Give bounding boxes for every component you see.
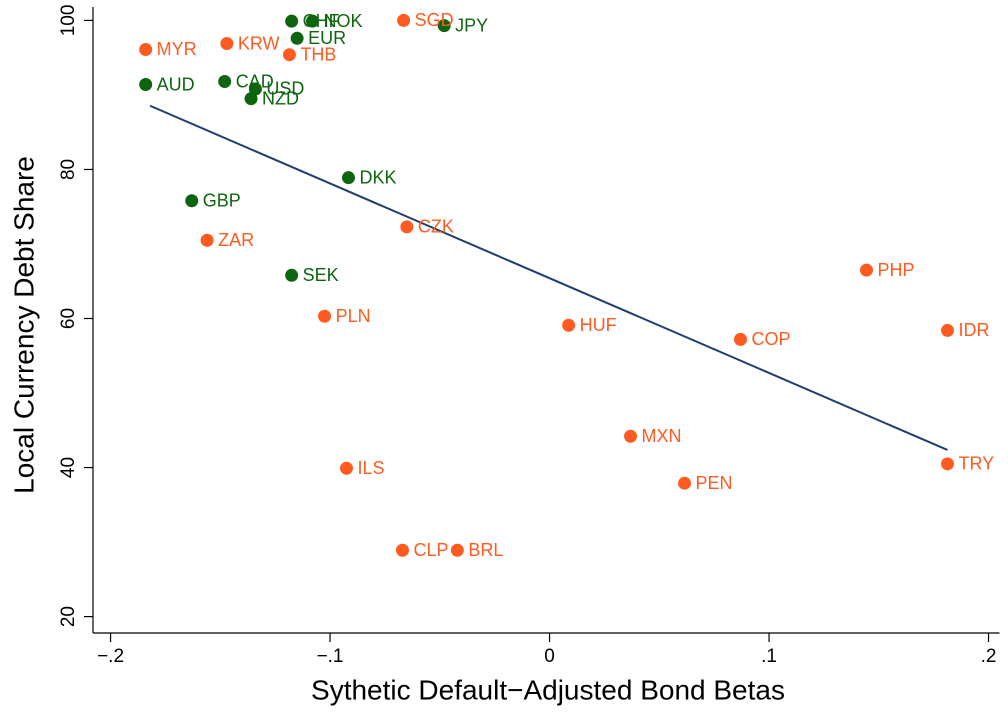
- point: [285, 14, 299, 28]
- point: [437, 19, 451, 33]
- y-tick-label: 40: [58, 457, 79, 478]
- point-label: PHP: [877, 260, 914, 280]
- point: [318, 309, 332, 323]
- x-tick-label: .1: [761, 646, 777, 667]
- point-label: EUR: [308, 28, 346, 48]
- y-tick-label: 100: [58, 5, 79, 37]
- point-label: CZK: [418, 217, 454, 237]
- y-tick-label: 80: [58, 159, 79, 180]
- point-label: DKK: [359, 167, 396, 187]
- point: [139, 42, 153, 56]
- y-tick-label: 60: [58, 308, 79, 329]
- point: [734, 332, 747, 346]
- point-label: CLP: [413, 540, 448, 560]
- point: [624, 429, 638, 443]
- point: [305, 14, 319, 28]
- point-label: PEN: [696, 473, 733, 493]
- point-label: USD: [266, 79, 304, 99]
- point: [139, 78, 153, 92]
- fit-line: [149, 104, 948, 451]
- point: [397, 13, 411, 27]
- point: [340, 461, 354, 475]
- point-label: MYR: [157, 39, 197, 59]
- point: [185, 194, 199, 208]
- point: [244, 92, 258, 106]
- point: [400, 220, 414, 234]
- point-label: CAD: [236, 71, 274, 91]
- point-label: NZD: [262, 88, 299, 108]
- point-label: BRL: [468, 540, 503, 560]
- point-label: ILS: [358, 458, 385, 478]
- point: [285, 268, 299, 282]
- point-label: MXN: [642, 426, 682, 446]
- point: [678, 476, 692, 490]
- point: [859, 263, 873, 277]
- point-label: SGD: [415, 10, 454, 30]
- point-label: IDR: [958, 320, 989, 340]
- point: [562, 318, 576, 332]
- point: [200, 233, 214, 247]
- point-label: AUD: [157, 74, 195, 94]
- point: [282, 48, 296, 62]
- x-tick-label: −.1: [317, 646, 344, 667]
- x-tick-label: −.2: [97, 646, 124, 667]
- point: [220, 37, 234, 51]
- point-label: ZAR: [218, 230, 254, 250]
- point: [940, 323, 954, 337]
- point-label: JPY: [455, 15, 488, 35]
- point-label: GBP: [203, 191, 241, 211]
- x-tick-label: 0: [544, 646, 555, 667]
- point-label: SEK: [303, 265, 339, 285]
- x-axis-title: Sythetic Default−Adjusted Bond Betas: [311, 674, 785, 705]
- point-label: COP: [752, 329, 791, 349]
- point: [248, 82, 262, 96]
- y-tick-label: 20: [58, 606, 79, 627]
- point-label: KRW: [238, 33, 280, 53]
- point: [341, 171, 355, 185]
- point: [218, 75, 232, 89]
- point-label: TRY: [958, 454, 994, 474]
- y-axis-title: Local Currency Debt Share: [8, 156, 39, 494]
- point: [450, 543, 464, 557]
- point: [290, 31, 304, 45]
- point-label: HUF: [580, 315, 617, 335]
- point: [940, 457, 954, 471]
- point: [395, 543, 409, 557]
- point-label: THB: [300, 44, 336, 64]
- x-tick-label: .2: [981, 646, 997, 667]
- point-label: NOK: [323, 11, 362, 31]
- point-label: PLN: [336, 306, 371, 326]
